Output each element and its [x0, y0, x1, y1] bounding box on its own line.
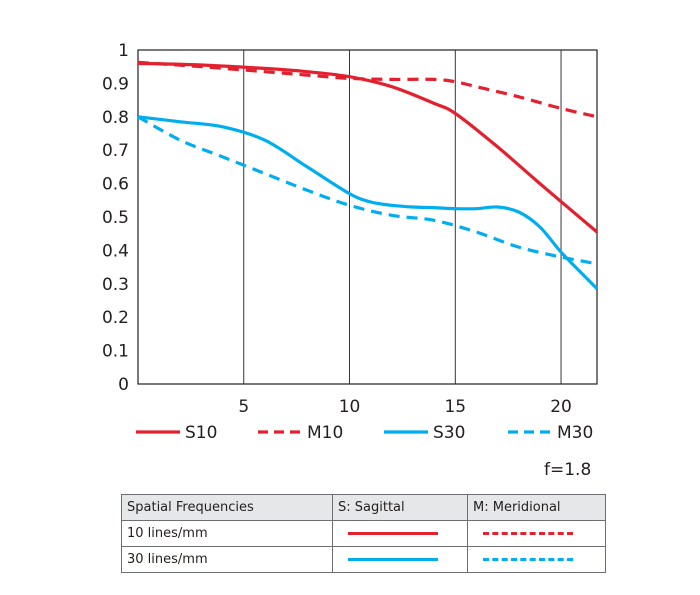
legend-label-s30: S30	[433, 423, 465, 443]
frequency-table: Spatial Frequencies S: Sagittal M: Merid…	[121, 494, 606, 573]
x-tick-label: 5	[238, 397, 249, 417]
series-line-m30	[137, 115, 598, 266]
series-line-s10	[137, 61, 599, 234]
table-header-sagittal: S: Sagittal	[332, 494, 468, 521]
y-tick-label: 0.2	[102, 308, 129, 328]
y-tick-label: 0.9	[102, 74, 129, 94]
series-line-s30	[137, 115, 599, 290]
x-tick-label: 10	[339, 397, 361, 417]
legend-label-m10: M10	[307, 423, 343, 443]
y-tick-label: 0	[118, 375, 129, 395]
series-line-m10	[137, 60, 598, 119]
x-tick-label: 15	[444, 397, 466, 417]
y-tick-label: 0.7	[102, 141, 129, 161]
aperture-label: f=1.8	[544, 460, 592, 480]
y-tick-label: 0.8	[102, 108, 129, 128]
sagittal-10-sample	[348, 532, 438, 535]
meridional-30-sample	[483, 558, 573, 561]
y-tick-label: 1	[118, 41, 129, 61]
x-tick-label: 20	[550, 397, 572, 417]
sagittal-30-sample	[348, 558, 438, 561]
y-tick-label: 0.4	[102, 241, 129, 261]
table-header-frequencies: Spatial Frequencies	[121, 494, 333, 521]
table-row: 30 lines/mm	[121, 546, 606, 573]
y-tick-label: 0.1	[102, 342, 129, 362]
table-row: 10 lines/mm	[121, 520, 606, 547]
table-row-label: 10 lines/mm	[121, 520, 333, 547]
table-header-row: Spatial Frequencies S: Sagittal M: Merid…	[121, 494, 606, 521]
table-header-meridional: M: Meridional	[467, 494, 606, 521]
legend-label-m30: M30	[557, 423, 593, 443]
plot-frame	[137, 49, 598, 385]
y-tick-label: 0.3	[102, 275, 129, 295]
table-row-label: 30 lines/mm	[121, 546, 333, 573]
y-tick-label: 0.5	[102, 208, 129, 228]
y-tick-label: 0.6	[102, 175, 129, 195]
legend-label-s10: S10	[185, 423, 217, 443]
meridional-10-sample	[483, 532, 573, 535]
